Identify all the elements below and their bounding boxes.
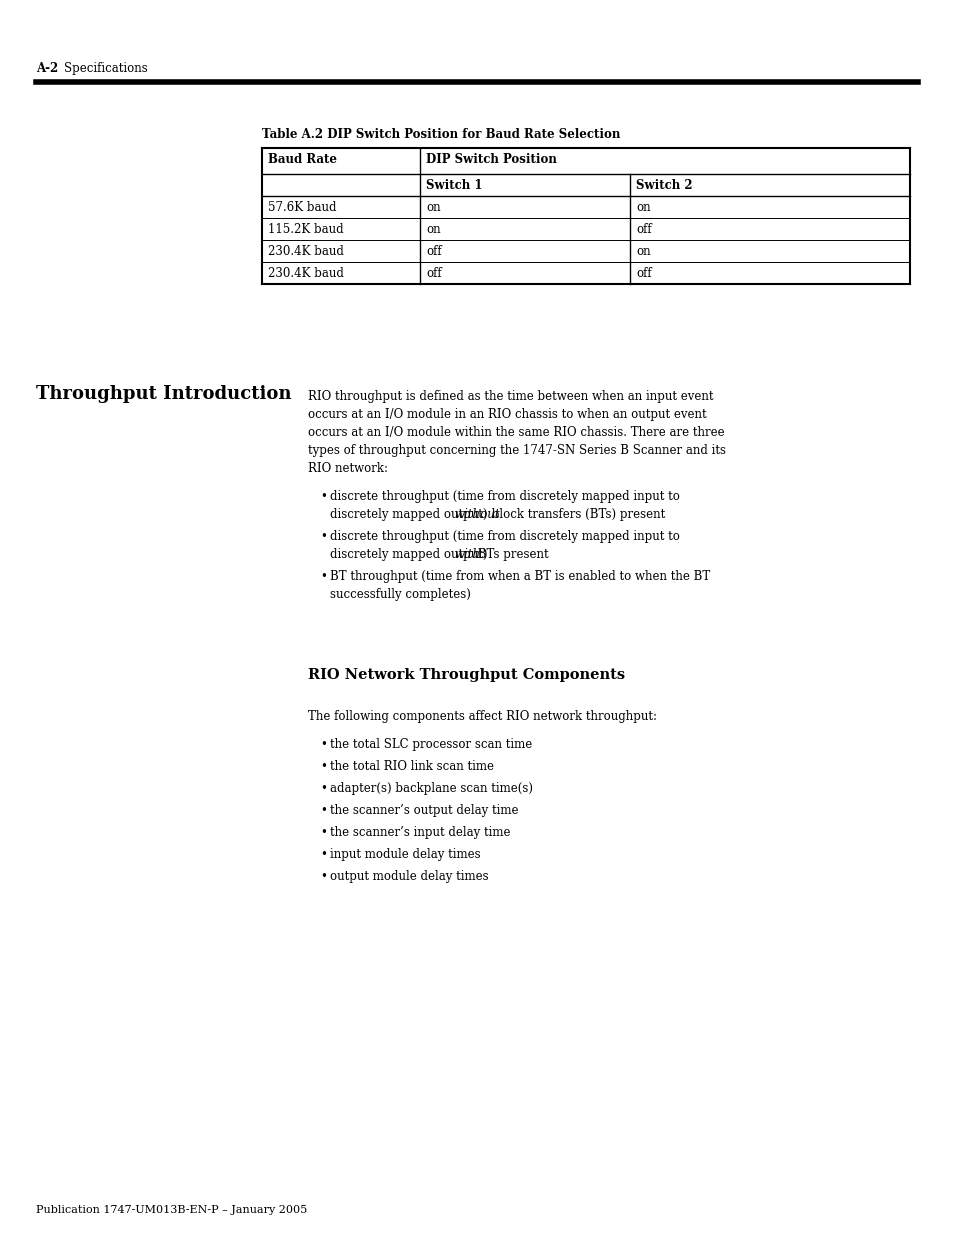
Text: the scanner’s output delay time: the scanner’s output delay time — [330, 804, 518, 818]
Text: discrete throughput (time from discretely mapped input to: discrete throughput (time from discretel… — [330, 530, 679, 543]
Text: discretely mapped output): discretely mapped output) — [330, 548, 491, 561]
Text: occurs at an I/O module within the same RIO chassis. There are three: occurs at an I/O module within the same … — [308, 426, 724, 438]
Text: Throughput Introduction: Throughput Introduction — [36, 385, 292, 403]
Text: DIP Switch Position: DIP Switch Position — [426, 153, 557, 165]
Text: •: • — [319, 530, 327, 543]
Text: 230.4K baud: 230.4K baud — [268, 267, 343, 280]
Text: BTs present: BTs present — [474, 548, 548, 561]
Text: on: on — [426, 201, 440, 214]
Text: •: • — [319, 804, 327, 818]
Text: Switch 2: Switch 2 — [636, 179, 692, 191]
Text: Table A.2 DIP Switch Position for Baud Rate Selection: Table A.2 DIP Switch Position for Baud R… — [262, 128, 619, 141]
Text: •: • — [319, 571, 327, 583]
Text: •: • — [319, 869, 327, 883]
Text: the scanner’s input delay time: the scanner’s input delay time — [330, 826, 510, 839]
Text: RIO Network Throughput Components: RIO Network Throughput Components — [308, 668, 624, 682]
Text: the total RIO link scan time: the total RIO link scan time — [330, 760, 494, 773]
Text: The following components affect RIO network throughput:: The following components affect RIO netw… — [308, 710, 657, 722]
Text: block transfers (BTs) present: block transfers (BTs) present — [488, 508, 665, 521]
Text: •: • — [319, 760, 327, 773]
Text: Specifications: Specifications — [64, 62, 148, 75]
Text: Baud Rate: Baud Rate — [268, 153, 336, 165]
Text: A-2: A-2 — [36, 62, 58, 75]
Text: occurs at an I/O module in an RIO chassis to when an output event: occurs at an I/O module in an RIO chassi… — [308, 408, 706, 421]
Text: output module delay times: output module delay times — [330, 869, 488, 883]
Text: with: with — [455, 548, 480, 561]
Text: on: on — [426, 224, 440, 236]
Text: Switch 1: Switch 1 — [426, 179, 482, 191]
Text: input module delay times: input module delay times — [330, 848, 480, 861]
Text: without: without — [455, 508, 500, 521]
Text: off: off — [426, 267, 441, 280]
Text: •: • — [319, 782, 327, 795]
Text: RIO throughput is defined as the time between when an input event: RIO throughput is defined as the time be… — [308, 390, 713, 403]
Text: off: off — [426, 245, 441, 258]
Text: off: off — [636, 224, 651, 236]
Text: on: on — [636, 201, 650, 214]
Text: off: off — [636, 267, 651, 280]
Text: discrete throughput (time from discretely mapped input to: discrete throughput (time from discretel… — [330, 490, 679, 503]
Text: •: • — [319, 848, 327, 861]
Text: discretely mapped output): discretely mapped output) — [330, 508, 491, 521]
Text: adapter(s) backplane scan time(s): adapter(s) backplane scan time(s) — [330, 782, 533, 795]
Text: •: • — [319, 490, 327, 503]
Text: types of throughput concerning the 1747-SN Series B Scanner and its: types of throughput concerning the 1747-… — [308, 445, 725, 457]
Text: RIO network:: RIO network: — [308, 462, 388, 475]
Text: •: • — [319, 826, 327, 839]
Text: Publication 1747-UM013B-EN-P – January 2005: Publication 1747-UM013B-EN-P – January 2… — [36, 1205, 307, 1215]
Text: BT throughput (time from when a BT is enabled to when the BT: BT throughput (time from when a BT is en… — [330, 571, 709, 583]
Text: •: • — [319, 739, 327, 751]
Text: 230.4K baud: 230.4K baud — [268, 245, 343, 258]
Text: on: on — [636, 245, 650, 258]
Text: 57.6K baud: 57.6K baud — [268, 201, 336, 214]
Text: 115.2K baud: 115.2K baud — [268, 224, 343, 236]
Text: successfully completes): successfully completes) — [330, 588, 471, 601]
Text: the total SLC processor scan time: the total SLC processor scan time — [330, 739, 532, 751]
